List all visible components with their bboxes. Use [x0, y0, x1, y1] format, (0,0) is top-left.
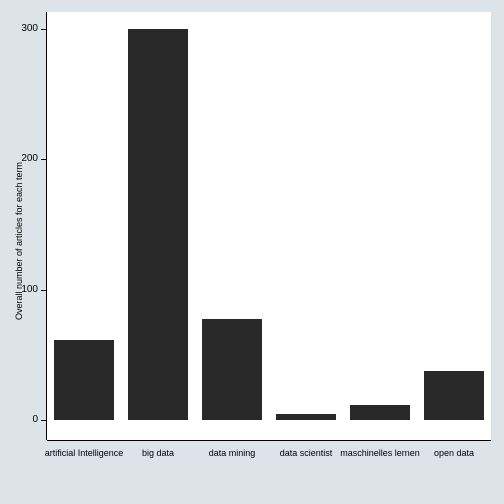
x-tick-label: open data — [394, 448, 504, 458]
bar — [128, 29, 189, 420]
bar — [276, 414, 337, 421]
bar — [424, 371, 485, 421]
y-tick — [41, 159, 46, 160]
y-tick-label: 100 — [8, 284, 38, 295]
y-axis-label: Overall number of articles for each term — [14, 162, 24, 320]
y-tick-label: 300 — [8, 23, 38, 34]
y-tick-label: 0 — [8, 414, 38, 425]
bar — [202, 319, 263, 421]
bar — [350, 405, 411, 421]
bar — [54, 340, 115, 421]
y-tick — [41, 290, 46, 291]
x-axis-line — [47, 440, 491, 441]
y-tick-label: 200 — [8, 153, 38, 164]
y-tick — [41, 29, 46, 30]
y-tick — [41, 420, 46, 421]
y-axis-line — [46, 12, 47, 440]
